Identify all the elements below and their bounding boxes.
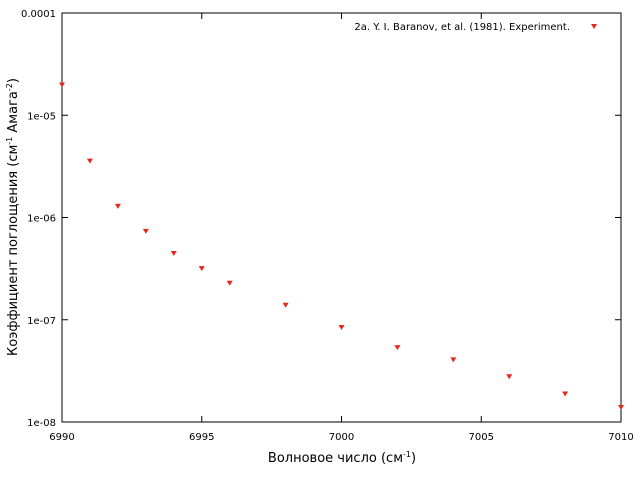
data-point bbox=[114, 203, 121, 209]
y-axis-title: Коэффициент поглощения (см-1 Амага-2) bbox=[5, 78, 21, 356]
data-point bbox=[142, 228, 149, 234]
y-tick-label: 1e-07 bbox=[27, 316, 56, 327]
data-point bbox=[59, 82, 65, 88]
data-point bbox=[506, 374, 513, 380]
data-point bbox=[282, 302, 289, 308]
data-point bbox=[618, 405, 624, 411]
y-tick-label: 0.0001 bbox=[21, 9, 56, 20]
series-markers bbox=[59, 82, 624, 411]
data-point bbox=[198, 266, 205, 272]
x-tick-label: 7000 bbox=[329, 432, 354, 443]
y-tick-label: 1e-08 bbox=[27, 418, 56, 429]
data-point bbox=[394, 345, 401, 351]
x-tick-label: 7005 bbox=[469, 432, 494, 443]
data-point bbox=[170, 250, 177, 256]
y-tick-label: 1e-05 bbox=[27, 111, 56, 122]
x-axis: 6990 6995 7000 7005 7010 bbox=[49, 13, 634, 443]
x-tick-label: 6990 bbox=[49, 432, 74, 443]
y-axis: 1e-08 1e-07 1e-06 1e-05 0.0001 bbox=[21, 9, 621, 429]
x-tick-label: 7010 bbox=[608, 432, 633, 443]
data-point bbox=[338, 324, 345, 330]
x-axis-title: Волновое число (см-1) bbox=[268, 450, 416, 466]
legend-label: 2a. Y. I. Baranov, et al. (1981). Experi… bbox=[354, 22, 570, 33]
data-point bbox=[86, 158, 93, 164]
data-point bbox=[562, 391, 569, 397]
y-tick-label: 1e-06 bbox=[27, 214, 56, 225]
data-point bbox=[450, 357, 457, 363]
legend: 2a. Y. I. Baranov, et al. (1981). Experi… bbox=[354, 22, 597, 33]
data-point bbox=[226, 280, 233, 286]
legend-marker bbox=[591, 24, 597, 29]
x-tick-label: 6995 bbox=[189, 432, 214, 443]
plot-frame bbox=[61, 12, 622, 423]
